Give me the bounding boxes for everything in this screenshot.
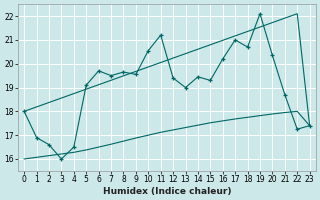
X-axis label: Humidex (Indice chaleur): Humidex (Indice chaleur): [103, 187, 231, 196]
